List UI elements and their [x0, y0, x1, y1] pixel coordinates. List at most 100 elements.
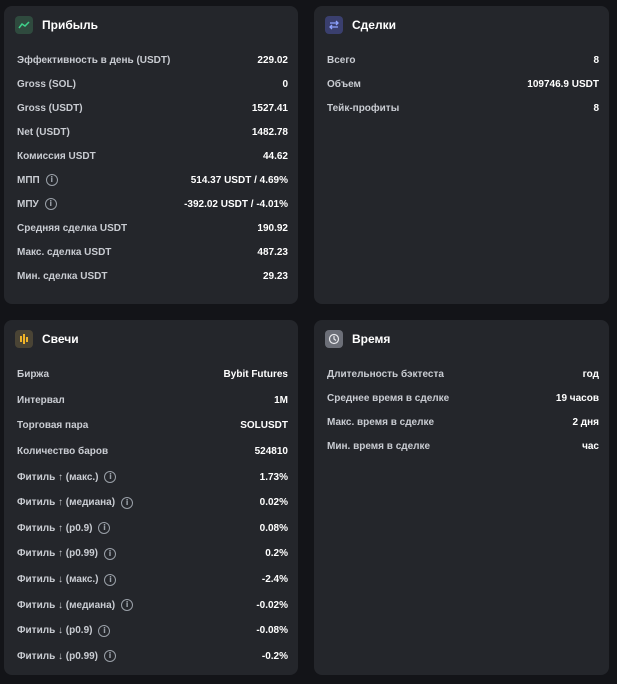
time-row-label: Мин. время в сделке	[327, 441, 430, 452]
deals-row-label: Тейк-профиты	[327, 103, 399, 114]
candles-card-header: Свечи	[4, 320, 298, 358]
deals-row: Объем 109746.9 USDT	[314, 72, 609, 96]
candles-row: Количество баров 524810	[4, 439, 298, 465]
profit-row-label: Эффективность в день (USDT)	[17, 55, 170, 66]
time-card: Время Длительность бэктеста год Среднее вр…	[314, 320, 609, 675]
candles-row: Фитиль ↑ (p0.99) i 0.2%	[4, 541, 298, 567]
info-icon[interactable]: i	[98, 522, 111, 535]
candles-row-label-text: Фитиль ↑ (медиана)	[17, 497, 116, 509]
profit-row-label-text: Макс. сделка USDT	[17, 246, 112, 258]
info-icon[interactable]: i	[104, 471, 117, 484]
profit-row: Net (USDT) 1482.78	[4, 120, 298, 144]
deals-card: Сделки Всего 8 Объем 109746.9 USDT Тейк-проф…	[314, 6, 609, 304]
info-icon[interactable]: i	[104, 650, 117, 663]
candles-row-label: Фитиль ↑ (p0.99) i	[17, 547, 117, 560]
profit-row: Gross (USDT) 1527.41	[4, 96, 298, 120]
deals-row-label-text: Объем	[327, 78, 361, 90]
candles-row-label-text: Фитиль ↑ (p0.9)	[17, 522, 93, 534]
profit-row-label-text: Gross (USDT)	[17, 102, 83, 114]
candles-row-value: -0.08%	[256, 625, 288, 637]
info-icon[interactable]: i	[44, 198, 57, 210]
candles-row-label-text: Интервал	[17, 394, 65, 406]
info-icon[interactable]: i	[45, 174, 58, 186]
candles-row-label: Интервал	[17, 395, 65, 406]
profit-row-value: 44.62	[262, 150, 288, 162]
deals-row-label-text: Всего	[327, 54, 356, 66]
profit-row-label: Комиссия USDT	[17, 151, 96, 162]
candles-row: Биржа Bybit Futures	[4, 362, 298, 388]
candles-row: Фитиль ↓ (p0.99) i -0.2%	[4, 644, 298, 670]
profit-row-label: МПУ i	[17, 198, 57, 210]
candles-row-label: Фитиль ↑ (p0.9) i	[17, 522, 111, 535]
profit-row-value: 1482.78	[251, 126, 288, 138]
time-row-value: 2 дня	[572, 416, 599, 428]
profit-row-label: Средняя сделка USDT	[17, 223, 127, 234]
candles-row-value: -0.02%	[256, 599, 288, 611]
candles-row: Фитиль ↓ (макс.) i -2.4%	[4, 567, 298, 593]
profit-rows: Эффективность в день (USDT) 229.02 Gross (…	[4, 48, 298, 288]
deals-row: Тейк-профиты 8	[314, 96, 609, 120]
profit-card: Прибыль Эффективность в день (USDT) 229.0…	[4, 6, 298, 304]
candles-row: Фитиль ↓ (медиана) i -0.02%	[4, 592, 298, 618]
candles-row-label: Фитиль ↑ (макс.) i	[17, 471, 117, 484]
profit-row-label-text: Gross (SOL)	[17, 78, 76, 90]
time-row-label-text: Длительность бэктеста	[327, 368, 444, 380]
candles-row-label-text: Фитиль ↓ (p0.99)	[17, 650, 99, 662]
time-row-value: 19 часов	[555, 392, 599, 404]
profit-row-label-text: МПУ	[17, 198, 39, 210]
time-rows: Длительность бэктеста год Среднее время в …	[314, 362, 609, 458]
profit-row: Макс. сделка USDT 487.23	[4, 240, 298, 264]
profit-row-label-text: Мин. сделка USDT	[17, 270, 108, 282]
candles-rows: Биржа Bybit Futures Интервал 1M Торговая пар…	[4, 362, 298, 669]
profit-row-label-text: Средняя сделка USDT	[17, 222, 128, 234]
candles-row-label-text: Фитиль ↑ (макс.)	[17, 471, 99, 483]
candles-row-value: 1.73%	[259, 471, 288, 483]
profit-row-value: 0	[282, 78, 288, 90]
info-icon[interactable]: i	[104, 547, 117, 560]
deals-title: Сделки	[352, 18, 396, 32]
time-card-header: Время	[314, 320, 609, 358]
candles-row-label-text: Торговая пара	[17, 420, 89, 432]
profit-row-label-text: Net (USDT)	[17, 126, 70, 138]
profit-row-value: 29.23	[262, 270, 288, 282]
time-row-value: час	[582, 440, 599, 452]
candles-row-label-text: Количество баров	[17, 446, 109, 458]
candles-row: Фитиль ↑ (p0.9) i 0.08%	[4, 516, 298, 542]
candles-row-label-text: Биржа	[17, 369, 50, 381]
candles-row-label: Количество баров	[17, 446, 108, 457]
candles-row: Интервал 1M	[4, 388, 298, 414]
clock-icon	[325, 330, 343, 348]
profit-row-label: Net (USDT)	[17, 127, 70, 138]
candles-row: Фитиль ↓ (p0.9) i -0.08%	[4, 618, 298, 644]
candles-row-label-text: Фитиль ↓ (макс.)	[17, 574, 99, 586]
candles-title: Свечи	[42, 332, 79, 346]
info-icon[interactable]: i	[98, 624, 111, 637]
time-row: Длительность бэктеста год	[314, 362, 609, 386]
candles-icon	[15, 330, 33, 348]
profit-row-value: 190.92	[257, 222, 288, 234]
profit-title: Прибыль	[42, 18, 98, 32]
profit-row-value: 229.02	[257, 54, 288, 66]
info-icon[interactable]: i	[121, 599, 134, 612]
candles-row-label: Фитиль ↓ (p0.9) i	[17, 624, 111, 637]
profit-card-header: Прибыль	[4, 6, 298, 44]
candles-row-value: 524810	[254, 446, 288, 458]
profit-row: Gross (SOL) 0	[4, 72, 298, 96]
deals-row-value: 109746.9 USDT	[527, 78, 599, 90]
candles-row-value: SOLUSDT	[240, 420, 288, 432]
profit-row-label: Макс. сделка USDT	[17, 247, 111, 258]
candles-row: Торговая пара SOLUSDT	[4, 413, 298, 439]
candles-row: Фитиль ↑ (макс.) i 1.73%	[4, 464, 298, 490]
time-row-label: Длительность бэктеста	[327, 369, 444, 380]
profit-row-label: Gross (SOL)	[17, 79, 76, 90]
candles-row-value: 1M	[274, 394, 288, 406]
info-icon[interactable]: i	[121, 496, 134, 509]
time-row: Макс. время в сделке 2 дня	[314, 410, 609, 434]
candles-row-value: 0.2%	[265, 548, 288, 560]
candles-row-label: Фитиль ↓ (макс.) i	[17, 573, 117, 586]
candles-row-value: -0.2%	[261, 650, 288, 662]
time-row-label: Среднее время в сделке	[327, 393, 449, 404]
candles-row-label-text: Фитиль ↑ (p0.99)	[17, 548, 99, 560]
profit-row-value: -392.02 USDT / -4.01%	[184, 198, 288, 210]
info-icon[interactable]: i	[104, 573, 117, 586]
